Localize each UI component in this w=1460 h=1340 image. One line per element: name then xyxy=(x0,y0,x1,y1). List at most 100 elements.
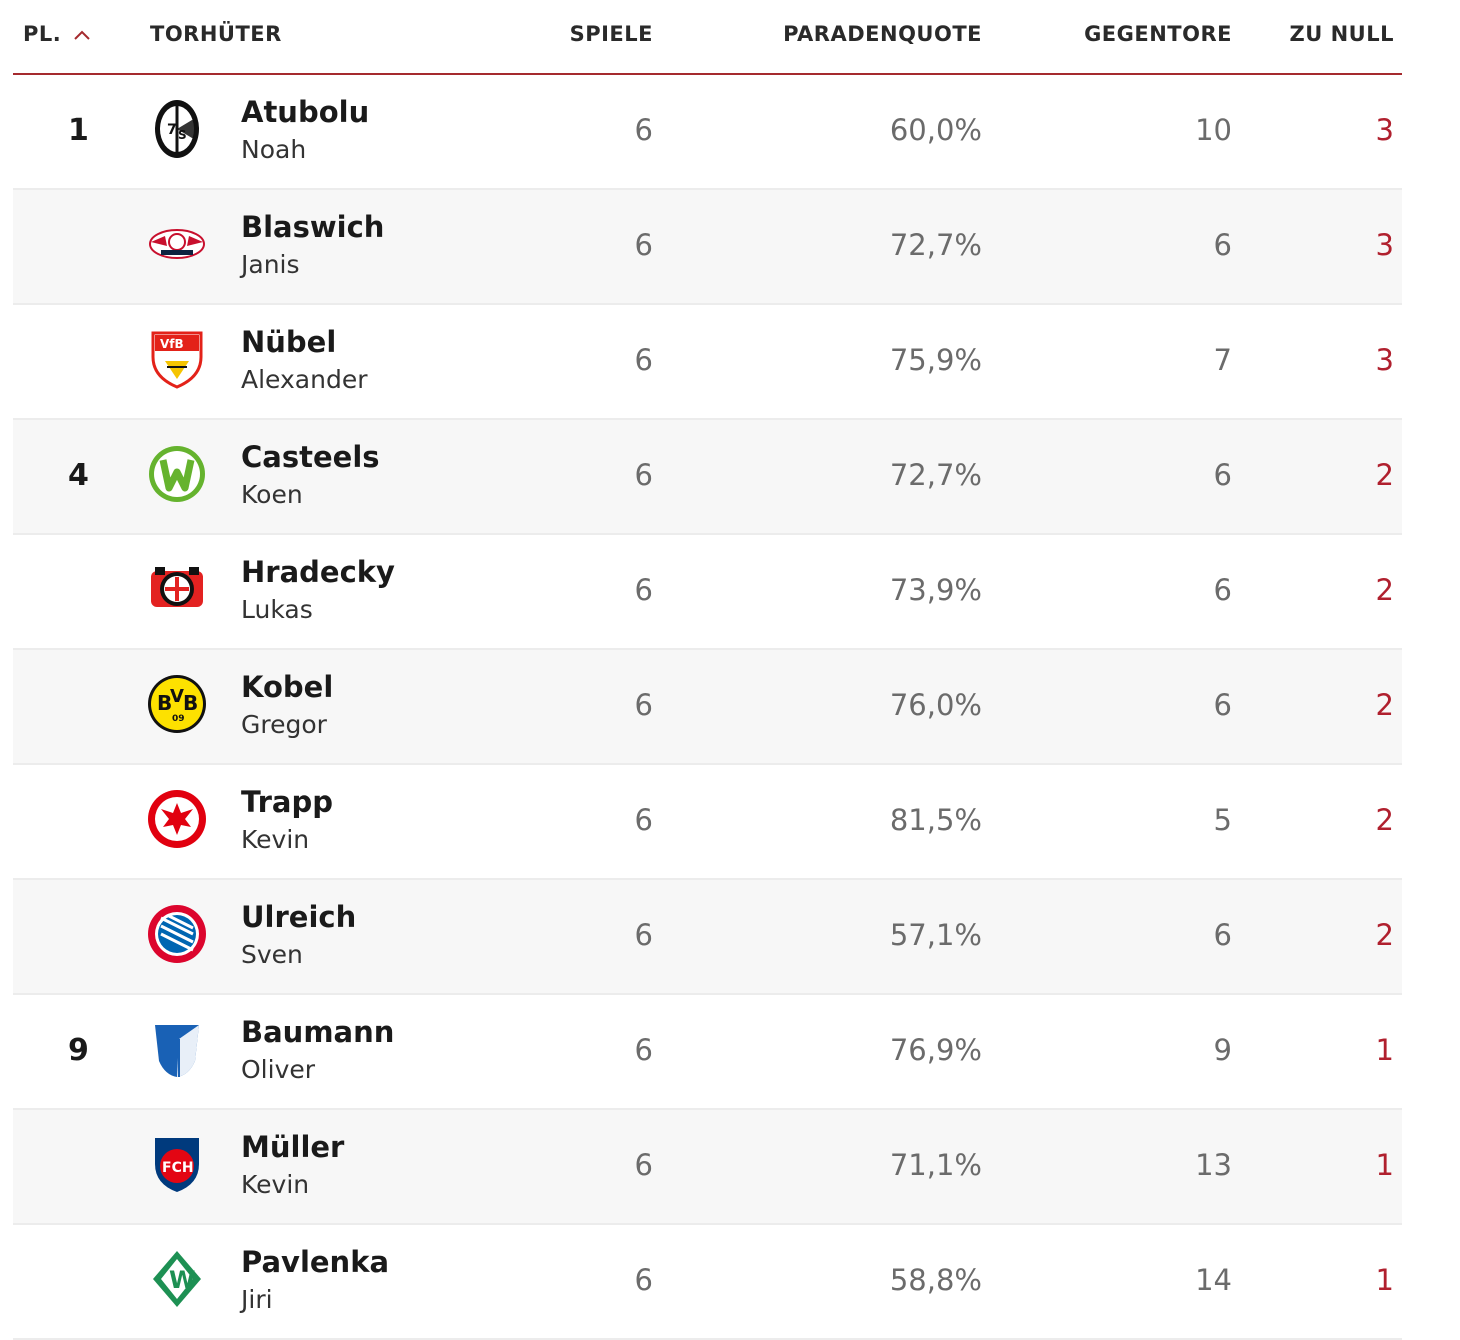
header-keeper[interactable]: TORHÜTER xyxy=(150,22,282,46)
games-value: 6 xyxy=(634,688,653,722)
keeper-last-name[interactable]: Casteels xyxy=(241,440,380,474)
save-rate-value: 71,1% xyxy=(889,1148,982,1182)
table-row[interactable]: 4 Casteels Koen 6 72,7% 6 2 xyxy=(13,420,1402,535)
goals-against-value: 7 xyxy=(1213,343,1232,377)
header-rank[interactable]: PL. xyxy=(23,22,91,46)
keeper-first-name: Kevin xyxy=(241,825,310,854)
keeper-last-name[interactable]: Trapp xyxy=(241,785,333,819)
games-value: 6 xyxy=(634,1263,653,1297)
keeper-last-name[interactable]: Kobel xyxy=(241,670,334,704)
leipzig-crest-icon xyxy=(145,212,209,276)
goals-against-value: 6 xyxy=(1213,688,1232,722)
save-rate-value: 57,1% xyxy=(889,918,982,952)
goals-against-value: 6 xyxy=(1213,573,1232,607)
table-row[interactable]: Hradecky Lukas 6 73,9% 6 2 xyxy=(13,535,1402,650)
hoffenheim-crest-icon xyxy=(145,1017,209,1081)
clean-sheets-value: 2 xyxy=(1375,803,1394,837)
games-value: 6 xyxy=(634,113,653,147)
leverkusen-crest-icon xyxy=(145,557,209,621)
header-games[interactable]: SPIELE xyxy=(569,22,653,46)
keeper-last-name[interactable]: Blaswich xyxy=(241,210,385,244)
keeper-first-name: Jiri xyxy=(241,1285,273,1314)
svg-text:B: B xyxy=(157,691,172,715)
save-rate-value: 72,7% xyxy=(889,458,982,492)
stuttgart-crest-icon: VfB xyxy=(145,327,209,391)
svg-text:W: W xyxy=(169,1266,195,1294)
frankfurt-crest-icon xyxy=(145,787,209,851)
svg-text:09: 09 xyxy=(172,714,185,724)
goalkeeper-stats-table: PL. TORHÜTER SPIELE PARADENQUOTE GEGENTO… xyxy=(13,0,1402,1340)
svg-text:7: 7 xyxy=(167,122,177,138)
svg-text:S: S xyxy=(178,128,187,142)
goals-against-value: 13 xyxy=(1195,1148,1232,1182)
table-body: 1 7 S Atubolu Noah 6 60,0% 10 3 Blaswich Janis 6 72,… xyxy=(13,75,1402,1340)
clean-sheets-value: 1 xyxy=(1375,1033,1394,1067)
header-save-rate[interactable]: PARADENQUOTE xyxy=(783,22,982,46)
clean-sheets-value: 3 xyxy=(1375,228,1394,262)
keeper-last-name[interactable]: Atubolu xyxy=(241,95,370,129)
table-row[interactable]: Blaswich Janis 6 72,7% 6 3 xyxy=(13,190,1402,305)
keeper-last-name[interactable]: Ulreich xyxy=(241,900,357,934)
clean-sheets-value: 3 xyxy=(1375,343,1394,377)
sort-ascending-icon[interactable] xyxy=(73,28,91,42)
games-value: 6 xyxy=(634,1148,653,1182)
save-rate-value: 76,0% xyxy=(889,688,982,722)
keeper-last-name[interactable]: Pavlenka xyxy=(241,1245,390,1279)
table-row[interactable]: Trapp Kevin 6 81,5% 5 2 xyxy=(13,765,1402,880)
table-row[interactable]: FCH Müller Kevin 6 71,1% 13 1 xyxy=(13,1110,1402,1225)
keeper-first-name: Sven xyxy=(241,940,303,969)
games-value: 6 xyxy=(634,803,653,837)
save-rate-value: 58,8% xyxy=(889,1263,982,1297)
goals-against-value: 6 xyxy=(1213,458,1232,492)
games-value: 6 xyxy=(634,573,653,607)
wolfsburg-crest-icon xyxy=(145,442,209,506)
clean-sheets-value: 2 xyxy=(1375,688,1394,722)
row-rank: 9 xyxy=(68,1033,89,1068)
table-row[interactable]: B V B 09 Kobel Gregor 6 76,0% 6 2 xyxy=(13,650,1402,765)
save-rate-value: 81,5% xyxy=(889,803,982,837)
svg-text:FCH: FCH xyxy=(162,1160,194,1176)
games-value: 6 xyxy=(634,228,653,262)
keeper-first-name: Oliver xyxy=(241,1055,316,1084)
keeper-first-name: Janis xyxy=(241,250,300,279)
header-clean-sheets[interactable]: ZU NULL xyxy=(1289,22,1394,46)
keeper-last-name[interactable]: Hradecky xyxy=(241,555,395,589)
dortmund-crest-icon: B V B 09 xyxy=(145,672,209,736)
keeper-first-name: Koen xyxy=(241,480,303,509)
svg-text:VfB: VfB xyxy=(160,337,184,351)
table-row[interactable]: 9 Baumann Oliver 6 76,9% 9 1 xyxy=(13,995,1402,1110)
table-row[interactable]: W Pavlenka Jiri 6 58,8% 14 1 xyxy=(13,1225,1402,1340)
keeper-first-name: Kevin xyxy=(241,1170,310,1199)
clean-sheets-value: 2 xyxy=(1375,458,1394,492)
keeper-first-name: Noah xyxy=(241,135,307,164)
table-row[interactable]: VfB Nübel Alexander 6 75,9% 7 3 xyxy=(13,305,1402,420)
table-header: PL. TORHÜTER SPIELE PARADENQUOTE GEGENTO… xyxy=(13,0,1402,75)
games-value: 6 xyxy=(634,343,653,377)
clean-sheets-value: 3 xyxy=(1375,113,1394,147)
row-rank: 1 xyxy=(68,113,89,148)
save-rate-value: 73,9% xyxy=(889,573,982,607)
goals-against-value: 9 xyxy=(1213,1033,1232,1067)
heidenheim-crest-icon: FCH xyxy=(145,1132,209,1196)
header-goals-against[interactable]: GEGENTORE xyxy=(1084,22,1232,46)
bremen-crest-icon: W xyxy=(145,1247,209,1311)
games-value: 6 xyxy=(634,918,653,952)
goals-against-value: 6 xyxy=(1213,228,1232,262)
keeper-last-name[interactable]: Müller xyxy=(241,1130,345,1164)
svg-text:B: B xyxy=(183,691,198,715)
keeper-first-name: Alexander xyxy=(241,365,368,394)
goals-against-value: 10 xyxy=(1195,113,1232,147)
keeper-last-name[interactable]: Nübel xyxy=(241,325,337,359)
table-row[interactable]: Ulreich Sven 6 57,1% 6 2 xyxy=(13,880,1402,995)
clean-sheets-value: 2 xyxy=(1375,573,1394,607)
keeper-last-name[interactable]: Baumann xyxy=(241,1015,395,1049)
goals-against-value: 14 xyxy=(1195,1263,1232,1297)
save-rate-value: 60,0% xyxy=(889,113,982,147)
games-value: 6 xyxy=(634,1033,653,1067)
games-value: 6 xyxy=(634,458,653,492)
table-row[interactable]: 1 7 S Atubolu Noah 6 60,0% 10 3 xyxy=(13,75,1402,190)
svg-text:V: V xyxy=(170,686,184,707)
row-rank: 4 xyxy=(68,458,89,493)
bayern-crest-icon xyxy=(145,902,209,966)
